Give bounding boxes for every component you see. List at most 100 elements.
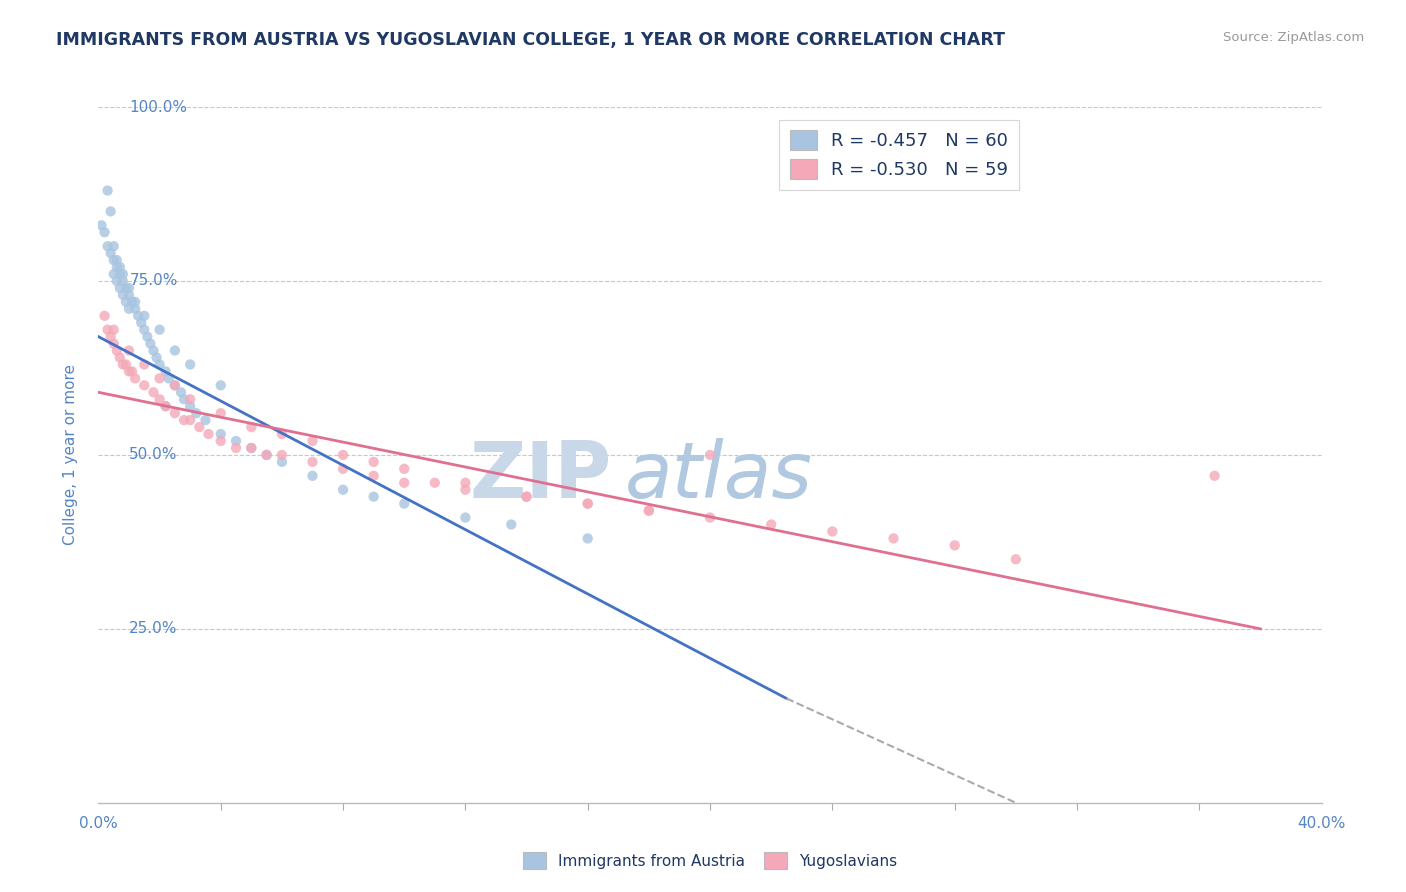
- Point: [149, 323, 172, 337]
- Point: [155, 399, 177, 413]
- Point: [134, 378, 156, 392]
- Point: [363, 468, 385, 483]
- Point: [392, 497, 416, 511]
- Point: [118, 301, 141, 316]
- Point: [637, 503, 661, 517]
- Point: [454, 475, 477, 490]
- Point: [93, 225, 115, 239]
- Point: [943, 538, 966, 552]
- Point: [118, 281, 141, 295]
- Point: [149, 392, 172, 407]
- Point: [124, 301, 146, 316]
- Text: 75.0%: 75.0%: [129, 274, 177, 288]
- Point: [332, 483, 354, 497]
- Point: [111, 288, 134, 302]
- Point: [163, 378, 186, 392]
- Point: [97, 239, 120, 253]
- Point: [100, 204, 122, 219]
- Point: [105, 274, 128, 288]
- Point: [332, 462, 354, 476]
- Point: [103, 336, 125, 351]
- Point: [163, 378, 186, 392]
- Point: [124, 294, 146, 309]
- Point: [136, 329, 159, 343]
- Text: 25.0%: 25.0%: [129, 622, 177, 636]
- Point: [516, 490, 538, 504]
- Legend: R = -0.457   N = 60, R = -0.530   N = 59: R = -0.457 N = 60, R = -0.530 N = 59: [779, 120, 1019, 190]
- Point: [134, 358, 156, 372]
- Point: [179, 399, 201, 413]
- Point: [209, 406, 232, 420]
- Point: [118, 288, 141, 302]
- Point: [115, 294, 138, 309]
- Point: [576, 532, 599, 546]
- Text: Source: ZipAtlas.com: Source: ZipAtlas.com: [1223, 31, 1364, 45]
- Text: atlas: atlas: [624, 438, 813, 514]
- Point: [392, 462, 416, 476]
- Point: [637, 503, 661, 517]
- Point: [108, 267, 131, 281]
- Point: [194, 413, 217, 427]
- Point: [209, 434, 232, 448]
- Point: [149, 358, 172, 372]
- Point: [111, 267, 134, 281]
- Point: [108, 281, 131, 295]
- Point: [423, 475, 446, 490]
- Point: [108, 260, 131, 274]
- Point: [149, 371, 172, 385]
- Point: [121, 364, 143, 378]
- Text: ZIP: ZIP: [470, 438, 612, 514]
- Point: [163, 343, 186, 358]
- Point: [1204, 468, 1226, 483]
- Point: [103, 267, 125, 281]
- Point: [103, 253, 125, 268]
- Point: [516, 490, 538, 504]
- Text: IMMIGRANTS FROM AUSTRIA VS YUGOSLAVIAN COLLEGE, 1 YEAR OR MORE CORRELATION CHART: IMMIGRANTS FROM AUSTRIA VS YUGOSLAVIAN C…: [56, 31, 1005, 49]
- Text: 50.0%: 50.0%: [129, 448, 177, 462]
- Point: [97, 323, 120, 337]
- Point: [301, 434, 323, 448]
- Point: [332, 448, 354, 462]
- Point: [145, 351, 167, 365]
- Point: [111, 358, 134, 372]
- Point: [173, 413, 195, 427]
- Point: [240, 441, 263, 455]
- Point: [363, 490, 385, 504]
- Point: [363, 455, 385, 469]
- Point: [139, 336, 162, 351]
- Point: [134, 323, 156, 337]
- Point: [301, 468, 323, 483]
- Point: [118, 364, 141, 378]
- Point: [301, 455, 323, 469]
- Point: [103, 323, 125, 337]
- Point: [821, 524, 844, 539]
- Text: 100.0%: 100.0%: [129, 100, 187, 114]
- Point: [157, 371, 180, 385]
- Point: [501, 517, 523, 532]
- Point: [225, 441, 247, 455]
- Point: [179, 392, 201, 407]
- Point: [197, 427, 219, 442]
- Point: [100, 329, 122, 343]
- Point: [761, 517, 783, 532]
- Point: [90, 219, 112, 233]
- Point: [105, 343, 128, 358]
- Point: [142, 385, 165, 400]
- Point: [1004, 552, 1026, 566]
- Point: [256, 448, 278, 462]
- Point: [163, 406, 186, 420]
- Point: [883, 532, 905, 546]
- Point: [699, 510, 721, 524]
- Point: [270, 448, 294, 462]
- Point: [97, 184, 120, 198]
- Point: [256, 448, 278, 462]
- Point: [93, 309, 115, 323]
- Point: [105, 260, 128, 274]
- Point: [103, 239, 125, 253]
- Point: [392, 475, 416, 490]
- Point: [124, 371, 146, 385]
- Point: [186, 406, 208, 420]
- Point: [127, 309, 149, 323]
- Point: [270, 427, 294, 442]
- Point: [179, 413, 201, 427]
